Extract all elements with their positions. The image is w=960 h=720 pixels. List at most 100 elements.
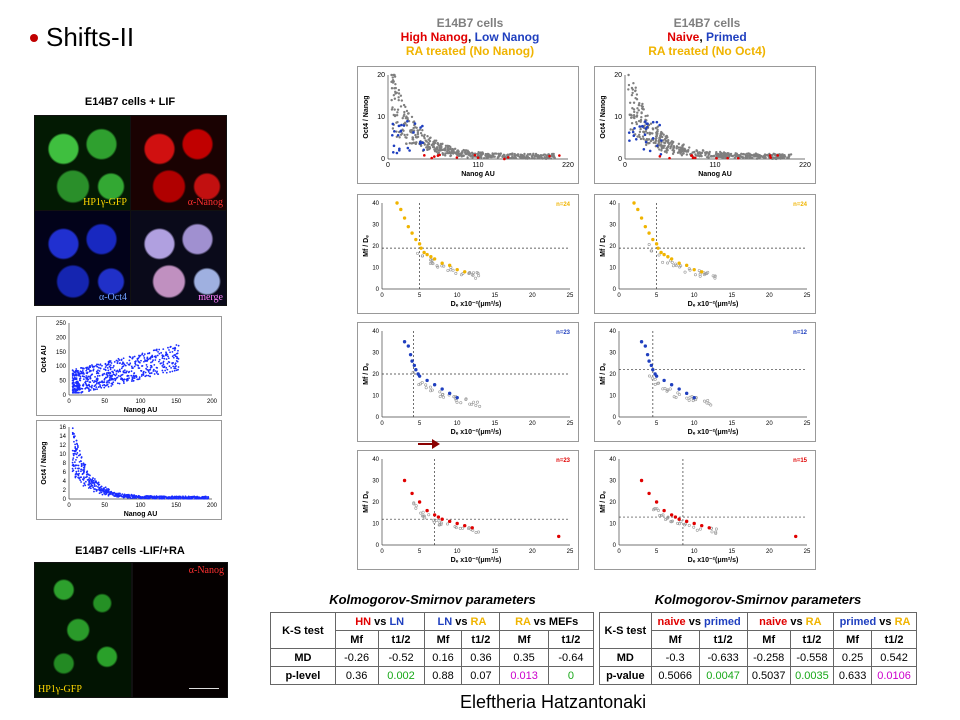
data-point — [394, 114, 397, 117]
data-point — [670, 260, 674, 264]
data-point — [133, 377, 136, 380]
data-point — [638, 135, 641, 139]
data-point — [456, 149, 460, 152]
data-point — [699, 152, 702, 156]
data-point — [110, 385, 113, 387]
data-point — [659, 143, 663, 146]
data-point — [73, 376, 76, 379]
y-tick-label: 2 — [63, 488, 67, 494]
data-point — [684, 522, 688, 526]
data-point — [162, 362, 165, 364]
data-point — [661, 139, 665, 142]
data-point — [88, 479, 91, 482]
data-point — [163, 357, 166, 360]
data-point — [414, 506, 418, 510]
data-point — [669, 141, 672, 144]
data-point — [440, 517, 444, 521]
data-point — [635, 121, 638, 124]
x-tick-label: 0 — [380, 549, 384, 555]
data-point — [478, 404, 482, 408]
data-point — [110, 366, 112, 369]
data-point — [707, 156, 710, 159]
y-tick-label: 40 — [372, 201, 379, 207]
y-tick-label: 10 — [372, 266, 379, 272]
data-point — [712, 155, 716, 158]
data-point — [136, 496, 139, 499]
data-point — [135, 363, 137, 366]
data-point — [637, 119, 641, 123]
data-point — [151, 360, 154, 363]
data-point — [655, 137, 658, 140]
table2-caption: Kolmogorov-Smirnov parameters — [654, 592, 862, 607]
data-point — [177, 368, 179, 371]
x-tick-label: 100 — [135, 503, 146, 509]
data-point — [140, 359, 142, 362]
table-row: p-value 0.5066 0.0047 0.5037 0.0035 0.633 0… — [599, 666, 917, 685]
data-point — [81, 478, 84, 481]
data-point — [158, 360, 160, 363]
data-point — [99, 367, 102, 370]
data-point — [167, 497, 169, 500]
data-point — [440, 261, 444, 265]
data-point — [472, 271, 476, 275]
data-point — [75, 458, 77, 461]
data-point — [654, 242, 659, 246]
data-point — [410, 491, 414, 496]
data-point — [438, 520, 442, 524]
data-point — [156, 354, 159, 357]
data-point — [131, 497, 134, 499]
data-point — [455, 521, 459, 526]
data-point — [92, 368, 95, 371]
x-tick-label: 15 — [728, 293, 735, 299]
data-point — [422, 148, 426, 152]
data-point — [149, 356, 152, 359]
data-point — [114, 495, 117, 498]
data-point — [467, 526, 471, 530]
x-tick-label: 50 — [101, 399, 108, 405]
data-point — [684, 263, 689, 268]
x-axis-label: Dₑ x10⁻²(μm²/s) — [688, 557, 739, 564]
data-point — [412, 141, 416, 144]
data-point — [426, 146, 429, 149]
data-point — [474, 530, 478, 534]
data-point — [433, 141, 437, 144]
data-point — [491, 152, 494, 155]
data-point — [181, 497, 184, 500]
data-point — [71, 391, 74, 394]
data-point — [466, 156, 469, 159]
data-point — [87, 387, 90, 390]
data-point — [105, 372, 108, 374]
data-point — [168, 361, 171, 364]
data-point — [412, 120, 416, 123]
y-tick-label: 10 — [609, 394, 616, 400]
data-point — [99, 364, 101, 366]
oct4-image: α-Oct4 — [34, 210, 131, 306]
data-point — [72, 388, 75, 391]
data-point — [103, 492, 106, 495]
data-point — [397, 88, 401, 92]
data-point — [640, 115, 643, 119]
data-point — [143, 357, 146, 359]
data-point — [121, 493, 124, 495]
x-tick-label: 100 — [135, 399, 146, 405]
x-tick-label: 110 — [472, 162, 483, 169]
data-point — [120, 367, 123, 370]
data-point — [744, 156, 747, 159]
data-point — [640, 107, 644, 110]
data-point — [95, 490, 98, 492]
data-point — [85, 378, 88, 380]
data-point — [775, 157, 778, 161]
data-point — [116, 495, 119, 498]
data-point — [87, 487, 90, 489]
data-point — [677, 387, 681, 391]
data-point — [89, 376, 92, 379]
data-point — [531, 154, 534, 157]
data-point — [135, 497, 138, 499]
data-point — [510, 152, 513, 156]
data-point — [145, 497, 148, 500]
data-point — [468, 402, 472, 406]
data-point — [130, 365, 133, 368]
data-point — [644, 140, 648, 144]
data-point — [118, 492, 121, 495]
y-tick-label: 0 — [381, 156, 385, 163]
